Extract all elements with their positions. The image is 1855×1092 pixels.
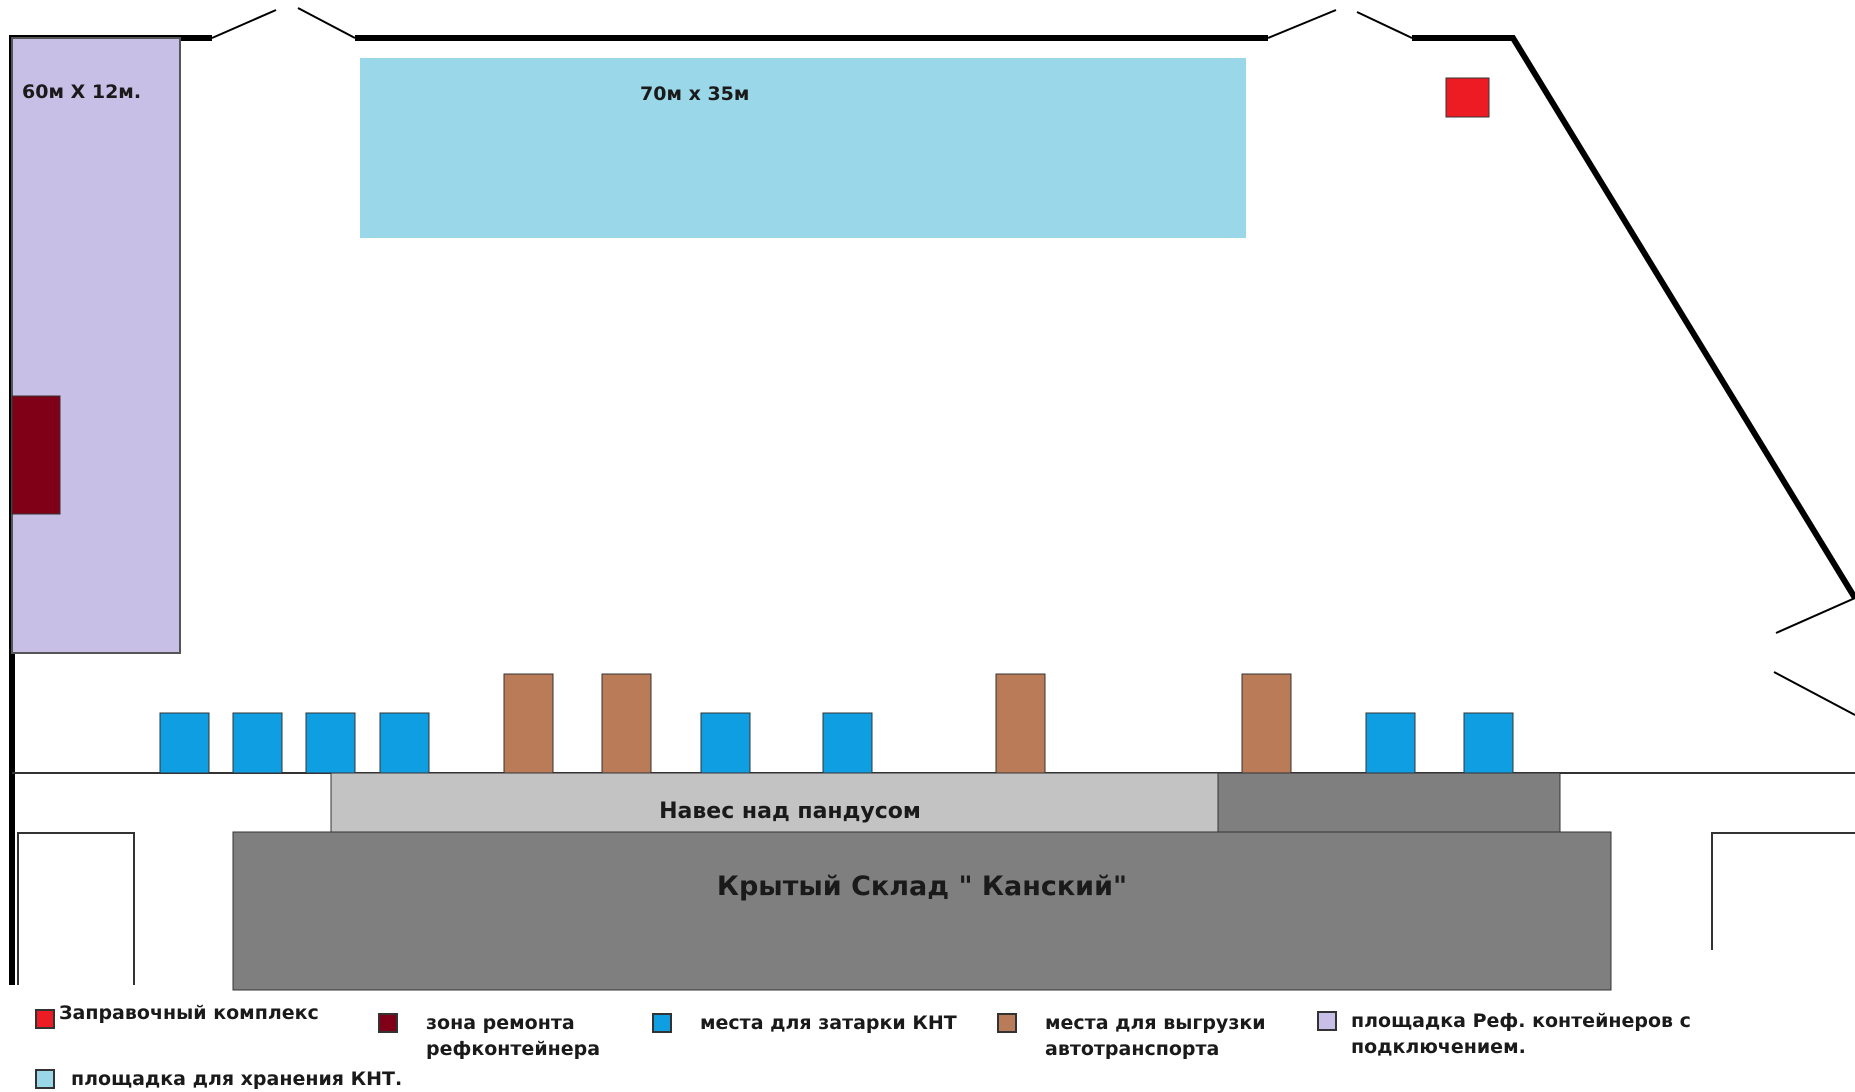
- loading-place: [1365, 712, 1416, 774]
- reefer-platform: [11, 37, 181, 654]
- legend-item-fuel: Заправочный комплекс: [35, 1000, 319, 1029]
- legend-item-unloading: места для выгрузки автотранспорта: [997, 1010, 1266, 1062]
- legend-swatch-repair: [378, 1013, 398, 1033]
- gate-top-right-b: [1356, 11, 1413, 39]
- unloading-place: [1241, 673, 1292, 774]
- legend-label-loading: места для затарки КНТ: [700, 1012, 957, 1034]
- gate-right-b: [1773, 671, 1855, 716]
- legend-swatch-loading: [652, 1013, 672, 1033]
- loading-place: [700, 712, 751, 774]
- gate-top-right-a: [1267, 9, 1337, 39]
- legend-label-repair: зона ремонта рефконтейнера: [426, 1012, 601, 1060]
- loading-place: [232, 712, 283, 774]
- legend-swatch-fuel: [35, 1009, 55, 1029]
- loading-place: [1463, 712, 1514, 774]
- gate-right-a: [1775, 597, 1855, 634]
- gate-top-left-b: [297, 7, 356, 39]
- loading-place: [305, 712, 356, 774]
- loading-place: [822, 712, 873, 774]
- legend-item-storage: площадка для хранения КНТ.: [35, 1066, 402, 1092]
- warehouse-label: Крытый Склад " Канский": [717, 871, 1127, 902]
- legend-swatch-unloading: [997, 1013, 1017, 1033]
- knt-storage-area: [360, 58, 1246, 238]
- knt-storage-label: 70м x 35м: [640, 83, 749, 105]
- legend-label-storage: площадка для хранения КНТ.: [71, 1068, 403, 1090]
- reefer-platform-label: 60м X 12м.: [22, 81, 141, 103]
- loading-place: [159, 712, 210, 774]
- unloading-place: [601, 673, 652, 774]
- legend-label-reefer: площадка Реф. контейнеров с подключением…: [1351, 1010, 1691, 1058]
- legend-swatch-storage: [35, 1069, 55, 1089]
- canopy-dark: [1217, 772, 1561, 833]
- canopy-light: [330, 772, 1219, 833]
- legend-item-loading: места для затарки КНТ: [652, 1010, 957, 1036]
- legend-label-fuel: Заправочный комплекс: [59, 1002, 319, 1024]
- loading-place: [379, 712, 430, 774]
- unloading-places: [503, 673, 1292, 774]
- fuel-station: [1445, 77, 1490, 118]
- repair-zone: [11, 395, 61, 515]
- legend-item-repair: зона ремонта рефконтейнера: [378, 1010, 600, 1062]
- right-gate-outline: [1711, 832, 1855, 950]
- unloading-place: [503, 673, 554, 774]
- loading-places: [159, 712, 1514, 774]
- canopy-label: Навес над пандусом: [659, 799, 921, 824]
- left-gate-outline: [17, 832, 135, 985]
- legend-item-reefer: площадка Реф. контейнеров с подключением…: [1317, 1008, 1691, 1060]
- fence-top-right-diagonal: [1412, 35, 1855, 600]
- warehouse: [232, 831, 1612, 991]
- gate-top-left-a: [211, 9, 277, 39]
- legend-label-unloading: места для выгрузки автотранспорта: [1045, 1012, 1266, 1060]
- unloading-place: [995, 673, 1046, 774]
- legend-swatch-reefer: [1317, 1011, 1337, 1031]
